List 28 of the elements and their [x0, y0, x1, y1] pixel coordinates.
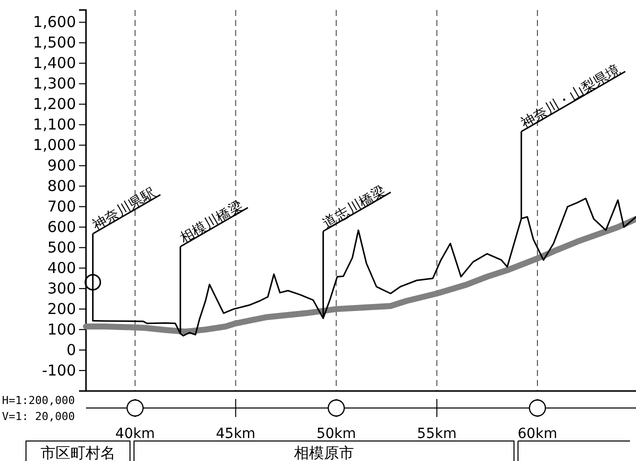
y-tick-label: 1,000: [33, 136, 76, 154]
y-tick-label: 500: [47, 238, 76, 256]
text: 相模原市: [294, 444, 354, 461]
y-tick-label: 1,200: [33, 95, 76, 114]
y-tick-label: 600: [47, 218, 76, 236]
y-tick-label: 900: [47, 156, 76, 174]
y-tick-label: 300: [47, 279, 76, 298]
y-tick-label: 1,300: [33, 74, 76, 93]
y-tick-label: 1,400: [33, 54, 76, 72]
y-tick-label: 200: [47, 300, 76, 318]
y-tick-label: 1,500: [33, 34, 76, 52]
x-tick-label: 40km: [115, 426, 155, 442]
x-tick-label: 45km: [216, 426, 256, 442]
x-tick-label: 55km: [417, 426, 457, 442]
annotation: 神奈川県駅: [90, 185, 158, 234]
y-tick-label: 1,100: [33, 116, 76, 134]
text: V=1: 20,000: [2, 410, 75, 423]
y-tick-label: 400: [47, 258, 76, 277]
x-tick-label: 60km: [518, 426, 558, 442]
y-tick-label: 100: [47, 320, 76, 338]
y-tick-label: 0: [66, 340, 76, 359]
y-tick-label: -100: [42, 361, 76, 380]
text: 市区町村名: [40, 444, 116, 461]
y-tick-label: 1,600: [33, 13, 76, 32]
x-tick-label: 50km: [316, 426, 356, 442]
text: H=1:200,000: [2, 394, 75, 407]
y-tick-label: 800: [47, 176, 76, 195]
y-tick-label: 700: [47, 197, 76, 216]
